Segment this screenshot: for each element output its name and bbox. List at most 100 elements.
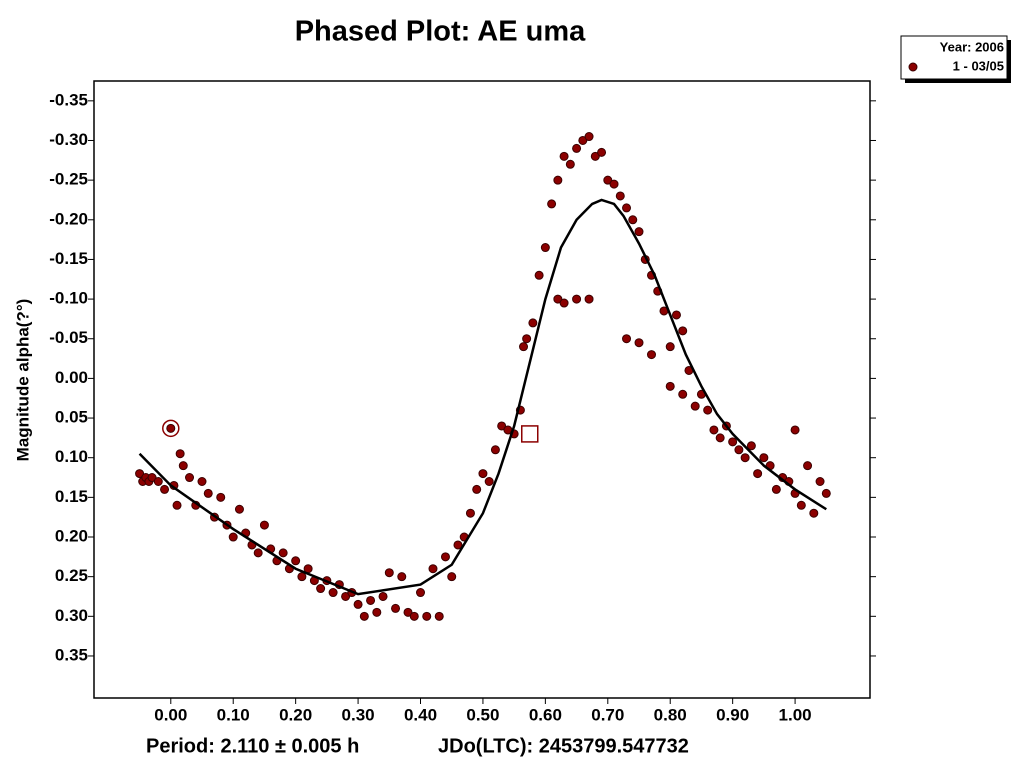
- data-point: [316, 584, 326, 594]
- data-point: [185, 473, 195, 483]
- y-tick-label: -0.35: [49, 90, 88, 109]
- data-point: [628, 215, 638, 225]
- legend-label: 1 - 03/05: [953, 58, 1004, 73]
- data-point: [378, 591, 388, 601]
- data-point: [528, 318, 538, 328]
- data-point: [359, 611, 369, 621]
- data-point: [203, 488, 213, 498]
- fit-curve: [138, 198, 827, 596]
- data-point: [253, 548, 263, 558]
- data-point: [175, 449, 185, 459]
- data-point: [671, 310, 681, 320]
- x-tick-label: 0.90: [716, 705, 749, 724]
- data-point: [291, 556, 301, 566]
- data-point: [609, 179, 619, 189]
- y-tick-label: 0.25: [55, 566, 88, 585]
- data-point: [453, 540, 463, 550]
- data-point: [603, 175, 613, 185]
- y-tick-label: -0.25: [49, 170, 88, 189]
- data-point: [490, 445, 500, 455]
- data-point: [472, 484, 482, 494]
- data-point: [160, 484, 170, 494]
- data-point: [366, 595, 376, 605]
- data-point: [790, 425, 800, 435]
- data-point: [771, 484, 781, 494]
- data-point: [590, 151, 600, 161]
- data-point: [709, 425, 719, 435]
- data-point: [559, 151, 569, 161]
- data-point: [297, 572, 307, 582]
- data-point: [665, 381, 675, 391]
- y-tick-label: -0.15: [49, 249, 88, 268]
- data-point: [147, 473, 157, 483]
- data-point: [522, 334, 532, 344]
- x-tick-label: 0.70: [591, 705, 624, 724]
- data-point: [646, 350, 656, 360]
- data-point: [703, 405, 713, 415]
- data-point: [422, 611, 432, 621]
- data-point: [622, 203, 632, 213]
- data-point: [584, 132, 594, 142]
- y-tick-label: -0.10: [49, 289, 88, 308]
- data-point: [690, 401, 700, 411]
- data-point: [428, 564, 438, 574]
- data-point: [572, 143, 582, 153]
- data-point: [572, 294, 582, 304]
- data-point: [734, 445, 744, 455]
- data-point: [484, 476, 494, 486]
- x-tick-label: 0.30: [342, 705, 375, 724]
- data-point: [397, 572, 407, 582]
- data-point: [372, 607, 382, 617]
- y-tick-label: 0.30: [55, 606, 88, 625]
- data-point: [634, 338, 644, 348]
- y-tick-label: -0.30: [49, 130, 88, 149]
- legend-title: Year: 2006: [940, 39, 1004, 54]
- data-point: [465, 508, 475, 518]
- y-tick-label: 0.10: [55, 447, 88, 466]
- y-tick-label: -0.20: [49, 209, 88, 228]
- data-point: [615, 191, 625, 201]
- data-point: [478, 469, 488, 479]
- data-point: [796, 500, 806, 510]
- data-point: [540, 243, 550, 253]
- data-point: [728, 437, 738, 447]
- y-tick-label: 0.00: [55, 368, 88, 387]
- data-point: [228, 532, 238, 542]
- data-point: [597, 147, 607, 157]
- data-point: [172, 500, 182, 510]
- legend-box: [900, 35, 1008, 80]
- data-point: [534, 270, 544, 280]
- x-tick-label: 0.20: [279, 705, 312, 724]
- y-tick-label: 0.20: [55, 526, 88, 545]
- data-point: [634, 227, 644, 237]
- data-point: [166, 423, 176, 433]
- data-point: [821, 488, 831, 498]
- data-point: [665, 342, 675, 352]
- footer-jdo: JDo(LTC): 2453799.547732: [438, 735, 689, 757]
- data-point: [740, 453, 750, 463]
- data-point: [216, 492, 226, 502]
- data-point: [809, 508, 819, 518]
- data-point: [178, 461, 188, 471]
- data-point: [197, 476, 207, 486]
- highlight-square: [521, 425, 539, 443]
- y-tick-label: -0.05: [49, 328, 88, 347]
- data-point: [135, 469, 145, 479]
- data-point: [678, 326, 688, 336]
- footer-period: Period: 2.110 ± 0.005 h: [146, 735, 359, 757]
- data-point: [497, 421, 507, 431]
- data-point: [259, 520, 269, 530]
- data-point: [409, 611, 419, 621]
- data-point: [565, 159, 575, 169]
- x-tick-label: 0.60: [529, 705, 562, 724]
- data-point: [578, 135, 588, 145]
- data-point: [753, 469, 763, 479]
- data-point: [153, 476, 163, 486]
- data-point: [440, 552, 450, 562]
- data-point: [328, 588, 338, 598]
- data-point: [353, 599, 363, 609]
- data-point: [584, 294, 594, 304]
- x-tick-label: 1.00: [779, 705, 812, 724]
- data-point: [403, 607, 413, 617]
